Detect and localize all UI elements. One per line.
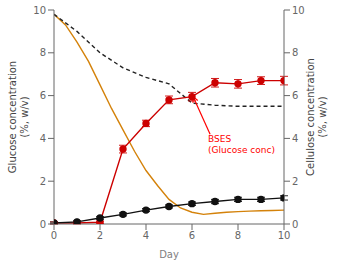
svg-text:4: 4 — [292, 133, 298, 144]
svg-text:BSES(Glucose conc): BSES(Glucose conc) — [208, 135, 275, 155]
svg-text:8: 8 — [235, 230, 241, 241]
svg-text:0: 0 — [292, 219, 298, 230]
svg-text:Day: Day — [159, 249, 179, 260]
svg-text:10: 10 — [33, 5, 46, 16]
svg-text:10: 10 — [292, 5, 305, 16]
svg-text:6: 6 — [292, 90, 298, 101]
svg-text:6: 6 — [40, 90, 46, 101]
svg-text:Cellulose concentration(%, w/v: Cellulose concentration(%, w/v) — [305, 58, 328, 176]
svg-text:2: 2 — [97, 230, 103, 241]
svg-text:10: 10 — [278, 230, 291, 241]
svg-text:0: 0 — [51, 230, 57, 241]
svg-text:8: 8 — [40, 47, 46, 58]
svg-text:8: 8 — [292, 47, 298, 58]
svg-text:Glucose concentration(%, w/v): Glucose concentration(%, w/v) — [8, 61, 30, 173]
svg-text:2: 2 — [292, 176, 298, 187]
svg-text:4: 4 — [143, 230, 149, 241]
svg-text:6: 6 — [189, 230, 195, 241]
svg-text:4: 4 — [40, 133, 46, 144]
svg-text:2: 2 — [40, 176, 46, 187]
svg-text:0: 0 — [40, 219, 46, 230]
